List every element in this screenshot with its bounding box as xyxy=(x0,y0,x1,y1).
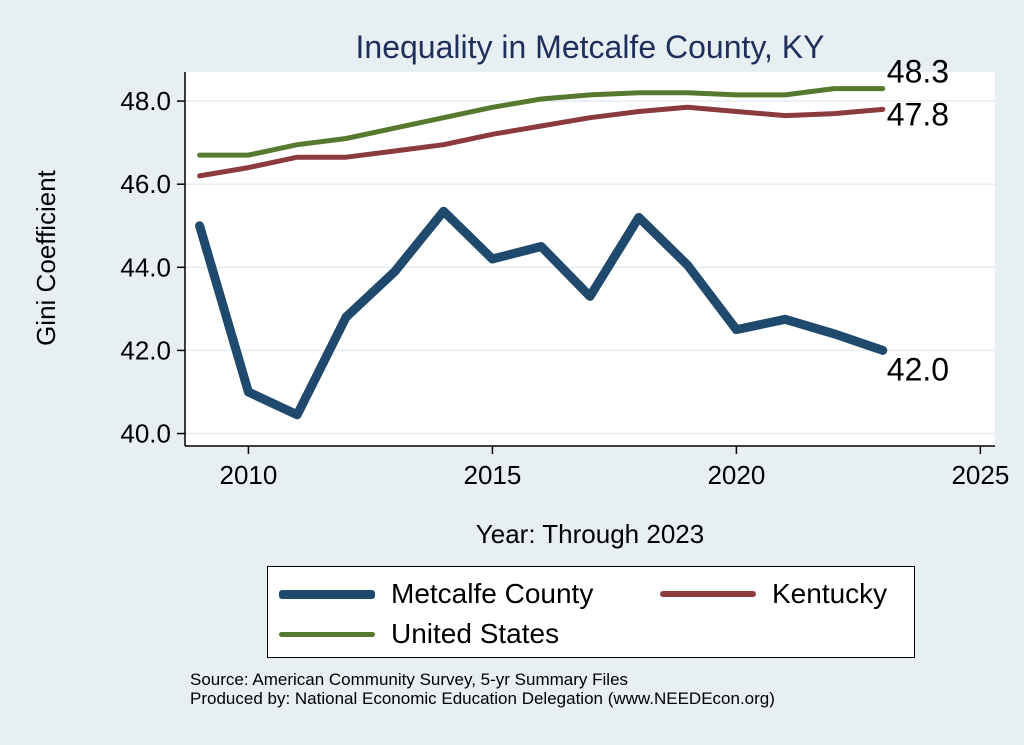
x-axis-label: Year: Through 2023 xyxy=(476,519,704,549)
y-tick-label: 48.0 xyxy=(120,86,171,116)
x-tick-label: 2015 xyxy=(463,460,521,490)
legend-item-kentucky: Kentucky xyxy=(660,578,888,609)
end-label-united-states: 48.3 xyxy=(887,54,949,90)
legend-label-us: United States xyxy=(391,618,560,649)
end-label-metcalfe-county: 42.0 xyxy=(887,351,949,387)
y-tick-label: 46.0 xyxy=(120,169,171,199)
legend-item-us: United States xyxy=(279,618,560,649)
series-lines xyxy=(195,86,888,420)
x-tick-label: 2010 xyxy=(220,460,278,490)
legend-label-kentucky: Kentucky xyxy=(772,578,888,609)
legend-swatch-metcalfe xyxy=(279,589,375,599)
source-note: Source: American Community Survey, 5-yr … xyxy=(190,670,775,708)
x-tick-label: 2020 xyxy=(707,460,765,490)
legend: Metcalfe County Kentucky United States xyxy=(267,566,915,658)
legend-label-metcalfe: Metcalfe County xyxy=(391,578,594,609)
y-tick-label: 40.0 xyxy=(120,419,171,449)
legend-item-metcalfe: Metcalfe County xyxy=(279,578,594,609)
legend-swatch-us xyxy=(279,631,375,637)
y-tick-label: 44.0 xyxy=(120,252,171,282)
source-line: Source: American Community Survey, 5-yr … xyxy=(190,670,629,689)
series-line-kentucky xyxy=(197,104,886,179)
legend-swatch-kentucky xyxy=(660,591,756,597)
axes: 40.0 42.0 44.0 46.0 48.0 2010 2015 2020 2025 xyxy=(120,72,1009,490)
gridlines xyxy=(185,100,995,435)
end-labels: 42.0 47.8 48.3 xyxy=(887,54,949,388)
series-line-united-states xyxy=(197,86,886,158)
chart-title: Inequality in Metcalfe County, KY xyxy=(356,29,825,65)
plot-area xyxy=(185,72,995,446)
x-tick-label: 2025 xyxy=(951,460,1009,490)
y-axis-label: Gini Coefficient xyxy=(31,169,61,346)
y-tick-label: 42.0 xyxy=(120,335,171,365)
end-label-kentucky: 47.8 xyxy=(887,96,949,132)
producer-line: Produced by: National Economic Education… xyxy=(190,689,775,708)
series-line-metcalfe-county xyxy=(195,206,888,420)
